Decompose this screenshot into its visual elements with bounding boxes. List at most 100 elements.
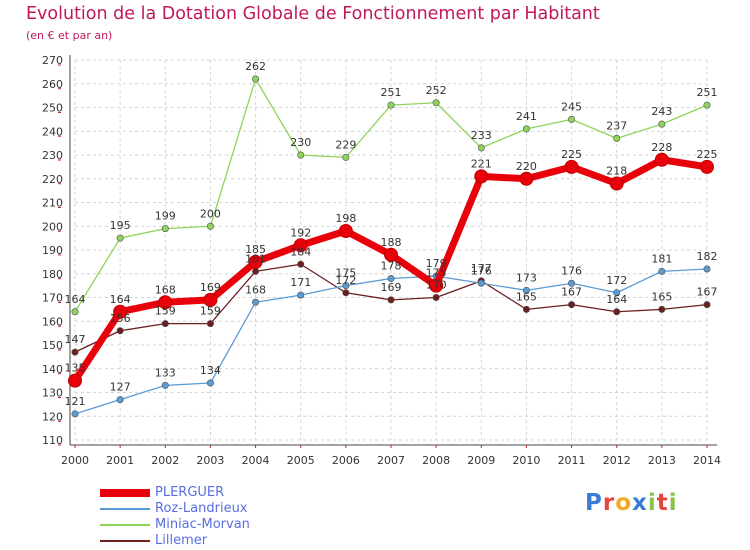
- data-point-roz-landrieux: [658, 267, 666, 275]
- data-point-miniac-morvan: [71, 308, 79, 316]
- data-point-lillemer: [342, 289, 350, 297]
- data-label-lillemer: 167: [697, 286, 718, 299]
- data-label-roz-landrieux: 178: [381, 260, 402, 273]
- data-point-lillemer: [387, 296, 395, 304]
- x-tick-label: 2008: [422, 454, 450, 467]
- data-label-miniac-morvan: 241: [516, 110, 537, 123]
- data-label-lillemer: 172: [335, 274, 356, 287]
- x-tick-label: 2000: [61, 454, 89, 467]
- data-label-miniac-morvan: 262: [245, 60, 266, 73]
- data-label-miniac-morvan: 251: [381, 86, 402, 99]
- legend-swatch-roz-landrieux: [100, 508, 150, 510]
- x-tick-label: 2010: [512, 454, 540, 467]
- data-point-plerguer: [429, 278, 444, 293]
- data-label-plerguer: 228: [651, 141, 672, 154]
- data-point-roz-landrieux: [342, 282, 350, 290]
- data-label-plerguer: 221: [471, 157, 492, 170]
- y-tick-label: 170: [42, 292, 63, 305]
- legend-label-miniac-morvan: Miniac-Morvan: [155, 517, 250, 532]
- y-tick-label: 250: [42, 102, 63, 115]
- x-tick-label: 2007: [377, 454, 405, 467]
- y-tick-label: 260: [42, 78, 63, 91]
- data-label-plerguer: 188: [381, 236, 402, 249]
- data-point-plerguer: [338, 224, 353, 238]
- data-label-lillemer: 170: [426, 279, 447, 292]
- y-tick-label: 230: [42, 149, 63, 162]
- data-label-miniac-morvan: 245: [561, 100, 582, 113]
- data-point-roz-landrieux: [703, 265, 711, 273]
- data-point-plerguer: [519, 171, 534, 186]
- data-point-miniac-morvan: [387, 101, 395, 109]
- logo-letter: x: [632, 490, 648, 516]
- data-point-miniac-morvan: [206, 222, 214, 230]
- data-point-roz-landrieux: [206, 379, 214, 387]
- y-tick-label: 120: [42, 410, 63, 423]
- data-label-lillemer: 167: [561, 286, 582, 299]
- logo-letter: i: [668, 490, 678, 516]
- y-tick-label: 220: [42, 173, 63, 186]
- data-label-plerguer: 218: [606, 165, 627, 178]
- data-label-lillemer: 147: [65, 333, 86, 346]
- data-point-plerguer: [113, 304, 128, 319]
- data-label-roz-landrieux: 176: [471, 264, 492, 277]
- data-point-roz-landrieux: [116, 396, 124, 404]
- data-label-plerguer: 192: [290, 226, 311, 239]
- logo-letter: o: [615, 490, 633, 516]
- data-label-plerguer: 220: [516, 160, 537, 173]
- data-label-lillemer: 159: [200, 305, 221, 318]
- y-tick-label: 130: [42, 387, 63, 400]
- y-tick-label: 240: [42, 125, 63, 138]
- data-point-lillemer: [432, 293, 440, 301]
- data-point-miniac-morvan: [297, 151, 305, 159]
- data-point-roz-landrieux: [522, 286, 530, 294]
- data-point-miniac-morvan: [703, 101, 711, 109]
- legend-swatch-plerguer: [100, 489, 150, 497]
- data-point-miniac-morvan: [613, 134, 621, 142]
- data-point-lillemer: [658, 305, 666, 313]
- x-tick-label: 2001: [106, 454, 134, 467]
- data-label-roz-landrieux: 182: [697, 250, 718, 263]
- data-point-lillemer: [161, 320, 169, 328]
- data-label-lillemer: 159: [155, 305, 176, 318]
- data-point-miniac-morvan: [477, 144, 485, 152]
- data-label-miniac-morvan: 243: [651, 105, 672, 118]
- data-label-roz-landrieux: 179: [426, 257, 447, 270]
- data-point-roz-landrieux: [71, 410, 79, 418]
- data-point-lillemer: [522, 305, 530, 313]
- y-tick-label: 180: [42, 268, 63, 281]
- data-label-roz-landrieux: 171: [290, 276, 311, 289]
- data-label-lillemer: 184: [290, 245, 311, 258]
- x-tick-label: 2004: [242, 454, 270, 467]
- data-point-roz-landrieux: [161, 381, 169, 389]
- data-point-plerguer: [248, 254, 263, 269]
- logo-letter: P: [585, 490, 603, 516]
- data-label-lillemer: 169: [381, 281, 402, 294]
- data-label-lillemer: 181: [245, 252, 266, 265]
- data-label-miniac-morvan: 233: [471, 129, 492, 142]
- data-point-roz-landrieux: [613, 289, 621, 297]
- data-point-roz-landrieux: [477, 279, 485, 287]
- data-point-lillemer: [252, 267, 260, 275]
- data-label-plerguer: 169: [200, 281, 221, 294]
- data-label-plerguer: 198: [335, 212, 356, 225]
- data-label-roz-landrieux: 127: [110, 381, 131, 394]
- data-label-roz-landrieux: 172: [606, 274, 627, 287]
- data-point-lillemer: [568, 301, 576, 309]
- data-label-lillemer: 156: [110, 312, 131, 325]
- data-label-miniac-morvan: 195: [110, 219, 131, 232]
- data-label-plerguer: 135: [65, 362, 86, 375]
- y-tick-label: 210: [42, 197, 63, 210]
- data-label-lillemer: 165: [516, 290, 537, 303]
- logo-letter: i: [647, 490, 657, 516]
- data-label-plerguer: 225: [561, 148, 582, 161]
- data-point-plerguer: [474, 169, 489, 184]
- data-point-roz-landrieux: [568, 279, 576, 287]
- data-point-miniac-morvan: [568, 115, 576, 123]
- data-label-miniac-morvan: 164: [65, 293, 86, 306]
- data-point-roz-landrieux: [252, 298, 260, 306]
- x-tick-label: 2014: [693, 454, 721, 467]
- data-point-miniac-morvan: [252, 75, 260, 83]
- data-label-miniac-morvan: 200: [200, 207, 221, 220]
- proxiti-logo: Proxiti: [585, 490, 678, 516]
